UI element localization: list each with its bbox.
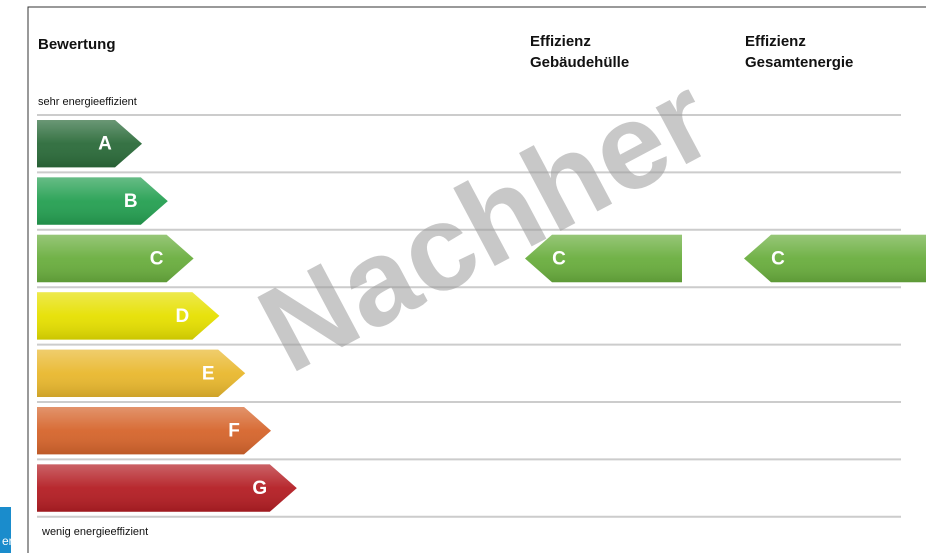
class-letter: C bbox=[150, 249, 164, 270]
rating-header: Bewertung bbox=[38, 36, 116, 53]
class-letter: D bbox=[176, 306, 190, 327]
class-arrow-shine bbox=[37, 177, 168, 225]
class-arrow-shine bbox=[37, 464, 297, 512]
class-arrow-shine bbox=[37, 120, 142, 168]
column-header: Effizienz bbox=[530, 33, 591, 50]
rating-arrow-shine bbox=[744, 234, 926, 283]
class-letter: B bbox=[124, 191, 138, 212]
class-arrow-shine bbox=[37, 349, 246, 397]
class-letter: E bbox=[202, 363, 215, 384]
side-fragment: er bbox=[2, 534, 13, 548]
column-header: Gebäudehülle bbox=[530, 54, 629, 71]
rating-arrow-shine bbox=[525, 234, 682, 283]
class-letter: G bbox=[252, 478, 267, 499]
side-tab bbox=[0, 507, 11, 553]
frame bbox=[27, 6, 926, 553]
class-letter: A bbox=[98, 134, 112, 155]
column-header: Effizienz bbox=[745, 33, 806, 50]
rating-letter: C bbox=[552, 249, 566, 270]
scale-bottom: wenig energieeffizient bbox=[41, 526, 148, 538]
class-arrow-shine bbox=[37, 234, 194, 283]
class-arrow-shine bbox=[37, 292, 220, 340]
rating-letter: C bbox=[771, 249, 785, 270]
class-letter: F bbox=[228, 421, 240, 442]
class-arrow-shine bbox=[37, 407, 271, 455]
column-header: Gesamtenergie bbox=[745, 54, 853, 71]
scale-top: sehr energieeffizient bbox=[38, 96, 137, 108]
